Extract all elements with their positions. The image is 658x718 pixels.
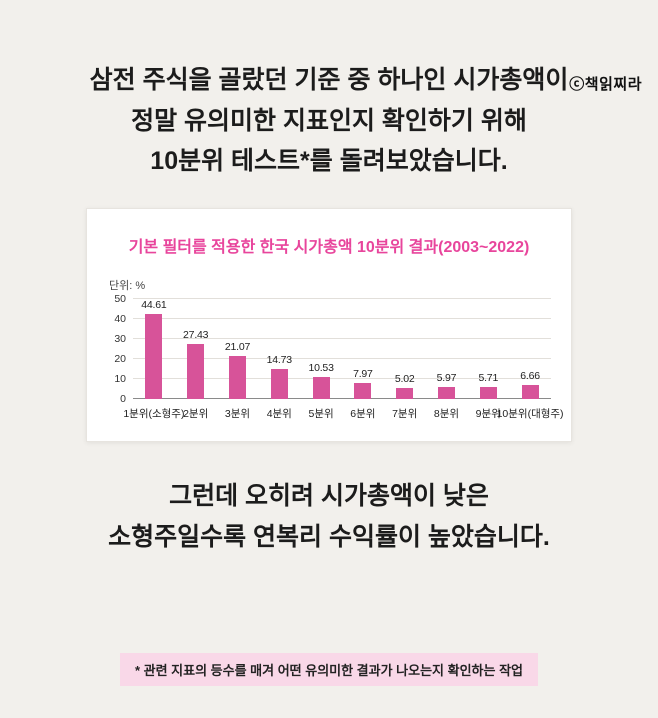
brand-watermark: ⓒ책읽찌라 — [569, 76, 642, 93]
bar — [354, 382, 372, 399]
x-tick-label: 5분위 — [308, 407, 334, 420]
chart-title: 기본 필터를 적용한 한국 시가총액 10분위 결과(2003~2022) — [128, 238, 530, 256]
gridline — [133, 377, 551, 379]
x-tick-label: 10분위(대형주) — [496, 407, 564, 420]
y-tick-label: 40 — [114, 312, 126, 325]
y-tick-label: 50 — [114, 292, 126, 305]
x-tick-label: 4분위 — [266, 407, 292, 420]
page-title: 삼전 주식을 골랐던 기준 중 하나인 시가총액이 정말 유의미한 지표인지 확… — [0, 60, 658, 182]
heading-line-1: 삼전 주식을 골랐던 기준 중 하나인 시가총액이 — [89, 66, 569, 94]
bar-value-label: 14.73 — [266, 354, 292, 367]
x-tick-label: 1분위(소형주) — [123, 407, 185, 420]
x-tick-label: 8분위 — [433, 407, 460, 420]
bar — [521, 385, 539, 399]
gridline — [133, 357, 551, 359]
bar-column: 5.02 7분위 — [384, 299, 426, 419]
bar-columns: 44.61 1분위(소형주) 27.43 2분위 21.07 3분위 14.73 4분위 10.… — [123, 298, 564, 420]
unit-label: 단위: % — [109, 279, 146, 292]
bar-column: 27.43 2분위 — [175, 299, 217, 420]
bar — [187, 343, 205, 399]
conclusion-text: 그런데 오히려 시가총액이 낮은 소형주일수록 연복리 수익률이 높았습니다. — [0, 476, 658, 559]
bar-value-label: 5.02 — [394, 373, 415, 386]
bar-column: 6.66 10분위(대형주) — [497, 299, 564, 419]
bar-column: 14.73 4분위 — [258, 299, 300, 419]
gridline — [133, 337, 551, 339]
y-axis: 0 10 20 30 40 50 — [107, 293, 133, 405]
bar-value-label: 27.43 — [183, 328, 209, 341]
x-tick-label: 9분위 — [475, 407, 501, 420]
bar-value-label: 7.97 — [353, 367, 373, 380]
bar — [437, 386, 455, 399]
y-tick-label: 10 — [114, 372, 126, 385]
conclusion-line-1: 그런데 오히려 시가총액이 낮은 — [169, 481, 489, 510]
bar — [270, 369, 288, 399]
bar — [396, 388, 414, 399]
y-tick-label: 20 — [114, 352, 126, 365]
bar-column: 5.97 8분위 — [426, 299, 468, 420]
heading-line-3: 10분위 테스트*를 돌려보았습니다. — [150, 147, 508, 175]
bar-column: 7.97 6분위 — [342, 299, 384, 420]
bar — [145, 313, 163, 399]
bar-chart: 0 10 20 30 40 50 44.61 1분위(소형주) 27.43 2분위 21.07 3분… — [107, 293, 564, 420]
bar — [312, 377, 330, 399]
chart-card: 기본 필터를 적용한 한국 시가총액 10분위 결과(2003~2022) 단위… — [86, 207, 572, 442]
bar-value-label: 10.53 — [308, 362, 334, 375]
x-tick-label: 6분위 — [350, 407, 376, 420]
heading-line-2: 정말 유의미한 지표인지 확인하기 위해 — [131, 106, 527, 135]
bar — [479, 387, 497, 399]
x-tick-label: 3분위 — [224, 407, 251, 420]
bar — [228, 356, 246, 399]
conclusion-line-2: 소형주일수록 연복리 수익률이 높았습니다. — [108, 523, 550, 551]
y-tick-label: 0 — [120, 392, 126, 405]
bar-column: 5.71 9분위 — [467, 299, 509, 419]
gridline — [133, 317, 551, 319]
bar-value-label: 5.97 — [436, 371, 457, 384]
gridline — [133, 297, 551, 299]
bar-value-label: 5.71 — [478, 372, 499, 385]
bar-value-label: 6.66 — [520, 370, 540, 383]
bar-column: 44.61 1분위(소형주) — [123, 298, 184, 420]
x-tick-label: 2분위 — [183, 407, 209, 420]
plot-area: 44.61 1분위(소형주) 27.43 2분위 21.07 3분위 14.73 4분위 10.… — [123, 297, 564, 420]
x-axis-line — [133, 397, 551, 399]
x-tick-label: 7분위 — [392, 407, 418, 420]
bar-column: 21.07 3분위 — [217, 299, 259, 419]
bar-column: 10.53 5분위 — [300, 299, 342, 419]
bar-value-label: 44.61 — [141, 298, 167, 311]
bar-value-label: 21.07 — [224, 341, 251, 354]
y-tick-label: 30 — [114, 332, 126, 345]
